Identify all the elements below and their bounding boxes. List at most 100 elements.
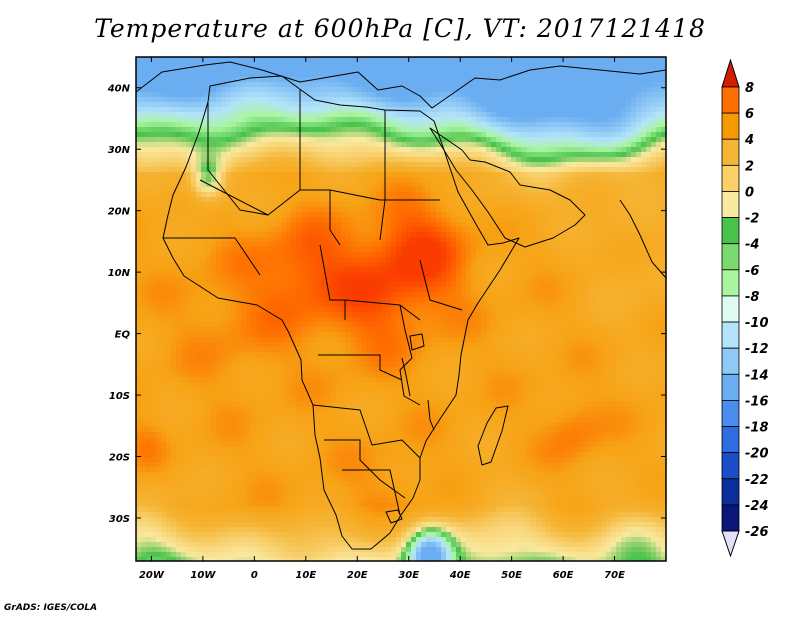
field-cell xyxy=(596,147,602,153)
field-cell xyxy=(636,147,642,153)
field-cell xyxy=(166,82,172,88)
field-cell xyxy=(436,152,442,158)
field-cell xyxy=(331,102,337,108)
field-cell xyxy=(636,227,642,233)
field-cell xyxy=(591,272,597,278)
field-cell xyxy=(646,172,652,178)
field-cell xyxy=(541,197,547,203)
field-cell xyxy=(251,172,257,178)
field-cell xyxy=(536,227,542,233)
field-cell xyxy=(301,202,307,208)
field-cell xyxy=(421,207,427,213)
field-cell xyxy=(451,287,457,293)
field-cell xyxy=(401,112,407,118)
field-cell xyxy=(576,262,582,268)
field-cell xyxy=(221,222,227,228)
field-cell xyxy=(406,157,412,163)
field-cell xyxy=(161,117,167,123)
field-cell xyxy=(246,242,252,248)
field-cell xyxy=(446,92,452,98)
field-cell xyxy=(556,212,562,218)
field-cell xyxy=(146,247,152,253)
field-cell xyxy=(616,287,622,293)
field-cell xyxy=(236,142,242,148)
field-cell xyxy=(226,112,232,118)
field-cell xyxy=(451,172,457,178)
field-cell xyxy=(656,277,662,283)
field-cell xyxy=(181,207,187,213)
field-cell xyxy=(606,122,612,128)
field-cell xyxy=(211,77,217,83)
field-cell xyxy=(526,102,532,108)
field-cell xyxy=(586,122,592,128)
field-cell xyxy=(196,182,202,188)
field-cell xyxy=(311,82,317,88)
field-cell xyxy=(511,122,517,128)
field-cell xyxy=(621,182,627,188)
field-cell xyxy=(391,62,397,68)
field-cell xyxy=(431,97,437,103)
field-cell xyxy=(356,197,362,203)
field-cell xyxy=(141,292,147,298)
field-cell xyxy=(396,222,402,228)
field-cell xyxy=(606,87,612,93)
field-cell xyxy=(161,217,167,223)
field-cell xyxy=(611,272,617,278)
field-cell xyxy=(206,222,212,228)
field-cell xyxy=(486,107,492,113)
field-cell xyxy=(441,152,447,158)
field-cell xyxy=(541,192,547,198)
field-cell xyxy=(541,132,547,138)
field-cell xyxy=(271,97,277,103)
field-cell xyxy=(276,147,282,153)
field-cell xyxy=(231,117,237,123)
field-cell xyxy=(356,192,362,198)
field-cell xyxy=(366,152,372,158)
field-cell xyxy=(616,152,622,158)
field-cell xyxy=(491,232,497,238)
field-cell xyxy=(316,77,322,83)
field-cell xyxy=(536,167,542,173)
field-cell xyxy=(261,72,267,78)
field-cell xyxy=(506,92,512,98)
field-cell xyxy=(176,107,182,113)
field-cell xyxy=(201,272,207,278)
field-cell xyxy=(621,187,627,193)
field-cell xyxy=(581,92,587,98)
field-cell xyxy=(521,147,527,153)
field-cell xyxy=(371,257,377,263)
field-cell xyxy=(396,282,402,288)
field-cell xyxy=(321,147,327,153)
field-cell xyxy=(421,262,427,268)
field-cell xyxy=(496,147,502,153)
field-cell xyxy=(516,212,522,218)
field-cell xyxy=(616,202,622,208)
field-cell xyxy=(571,62,577,68)
field-cell xyxy=(636,162,642,168)
field-cell xyxy=(606,202,612,208)
field-cell xyxy=(211,207,217,213)
field-cell xyxy=(641,252,647,258)
field-cell xyxy=(561,217,567,223)
field-cell xyxy=(416,267,422,273)
field-cell xyxy=(641,277,647,283)
field-cell xyxy=(196,137,202,143)
field-cell xyxy=(161,212,167,218)
field-cell xyxy=(636,77,642,83)
field-cell xyxy=(361,267,367,273)
field-cell xyxy=(226,132,232,138)
field-cell xyxy=(241,122,247,128)
field-cell xyxy=(181,87,187,93)
field-cell xyxy=(546,217,552,223)
field-cell xyxy=(326,282,332,288)
field-cell xyxy=(246,177,252,183)
field-cell xyxy=(326,172,332,178)
field-cell xyxy=(556,227,562,233)
field-cell xyxy=(456,142,462,148)
field-cell xyxy=(506,77,512,83)
field-cell xyxy=(281,127,287,133)
field-cell xyxy=(561,102,567,108)
field-cell xyxy=(171,242,177,248)
field-cell xyxy=(256,162,262,168)
field-cell xyxy=(556,82,562,88)
